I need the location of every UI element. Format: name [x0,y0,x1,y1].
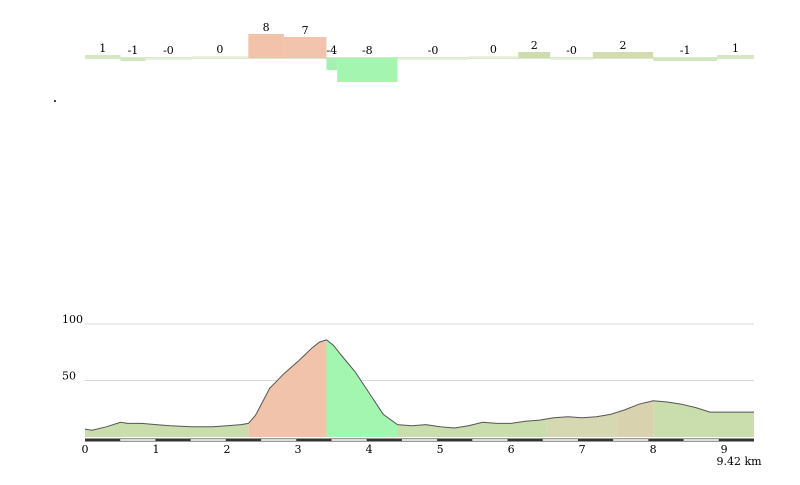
gradient-label-13: -1 [680,44,691,57]
elevation-band-0 [85,339,249,437]
elevation-band-5 [617,339,654,437]
gradient-bar-10 [518,52,551,58]
y-tick-label-50: 50 [62,370,76,383]
gradient-bar-14 [717,55,754,58]
x-tick-label-3: 3 [295,443,302,456]
elevation-band-1 [248,339,327,437]
elevation-line [84,339,754,431]
gradient-label-11: -0 [566,44,577,57]
gradient-label-9: 0 [490,43,497,56]
x-tick-label-4: 4 [366,443,373,456]
gradient-label-12: 2 [619,39,626,52]
gradient-label-14: 1 [732,42,739,55]
gradient-label-8: -0 [428,44,439,57]
gradient-bar-3 [191,56,249,58]
gradient-label-5: 7 [302,24,309,37]
gradient-bar-2 [145,58,192,60]
gradient-label-1: -1 [128,44,139,57]
gradient-label-3: 0 [216,43,223,56]
gradient-bar-8 [397,58,469,60]
gradient-bar-0 [85,55,121,58]
stray-dot [54,100,56,102]
gradient-label-6: -4 [326,44,337,57]
elevation-band-3 [397,339,547,437]
gradient-bar-6 [326,58,338,70]
elevation-band-6 [653,339,754,437]
gradient-bar-13 [653,58,718,61]
x-tick-label-8: 8 [650,443,657,456]
gradient-bar-9 [468,56,519,58]
gradient-label-2: -0 [163,44,174,57]
x-tick-label-1: 1 [153,443,160,456]
gradient-label-10: 2 [531,39,538,52]
gradient-label-4: 8 [263,21,270,34]
x-tick-label-9: 9 [721,443,728,456]
x-tick-label-7: 7 [579,443,586,456]
x-tick-label-0: 0 [82,443,89,456]
y-tick-label-100: 100 [62,313,83,326]
gradient-bar-7 [337,58,398,82]
elevation-band-4 [546,339,618,437]
gradient-label-7: -8 [362,44,373,57]
gradient-bar-4 [248,34,284,58]
gradient-label-0: 1 [99,42,106,55]
x-tick-label-2: 2 [224,443,231,456]
gradient-bar-1 [120,58,146,61]
gradient-bar-5 [283,37,327,58]
gradient-bar-11 [550,58,593,60]
x-tick-label-5: 5 [437,443,444,456]
x-tick-label-6: 6 [508,443,515,456]
gradient-bar-12 [592,52,654,58]
distance-end-label: 9.42 km [716,455,762,468]
